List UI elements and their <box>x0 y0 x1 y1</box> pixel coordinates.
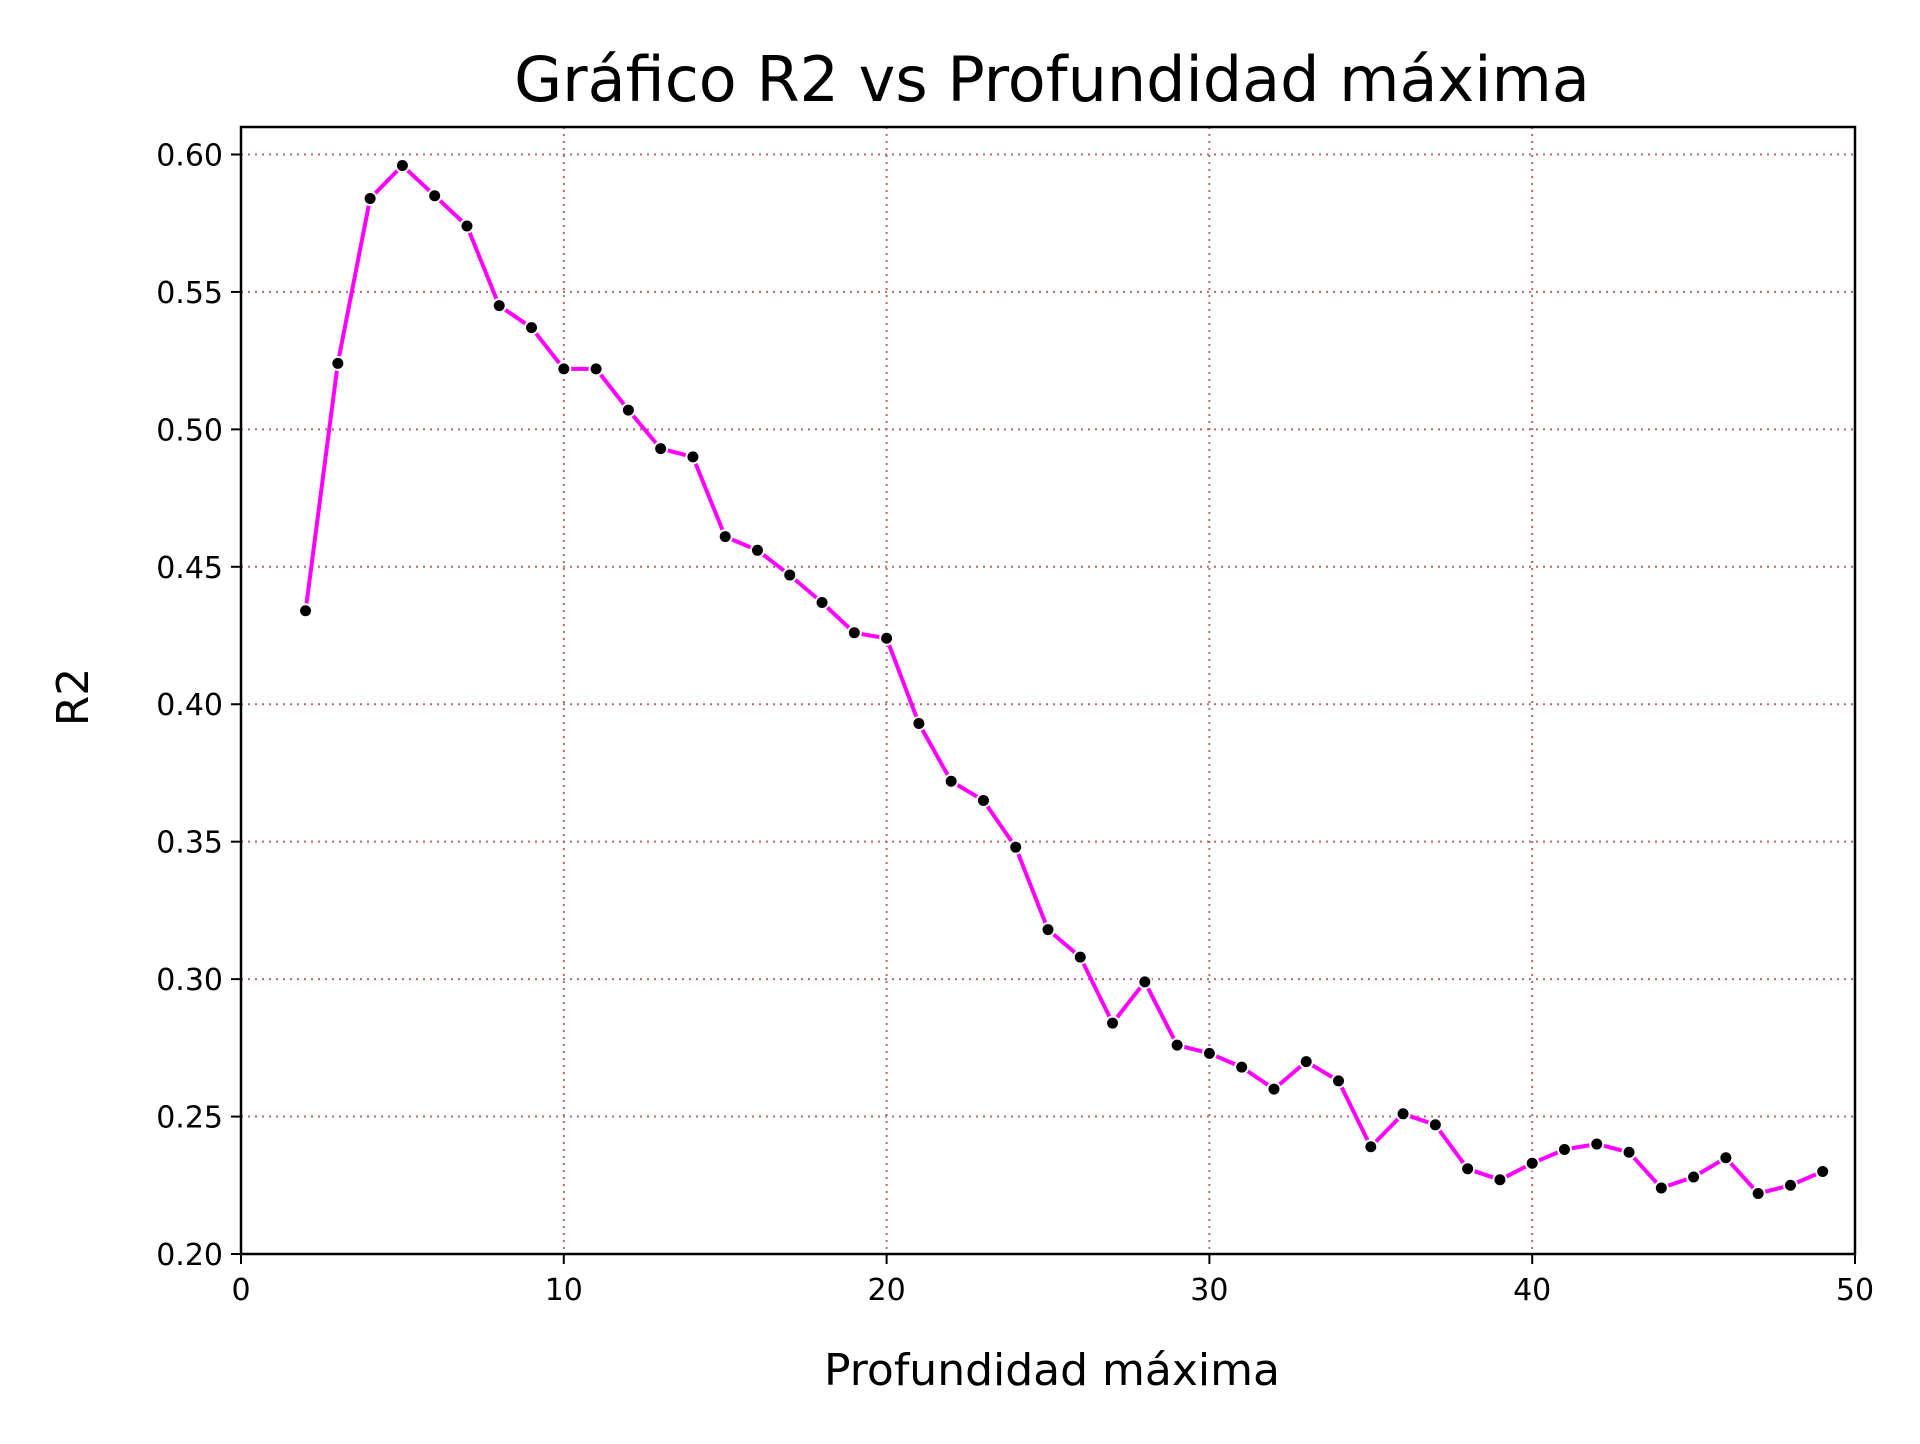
y-tick-label: 0.45 <box>156 551 223 586</box>
data-point <box>1718 1150 1734 1166</box>
data-point <box>1492 1172 1508 1188</box>
data-point <box>846 625 862 641</box>
data-point <box>1040 922 1056 938</box>
y-tick-label: 0.35 <box>156 826 223 861</box>
x-tick-label: 30 <box>1190 1273 1228 1308</box>
data-point <box>782 567 798 583</box>
y-tick-label: 0.55 <box>156 276 223 311</box>
data-point <box>1524 1155 1540 1171</box>
data-point <box>1105 1015 1121 1031</box>
data-point <box>298 603 314 619</box>
data-point <box>717 529 733 545</box>
data-point <box>1072 949 1088 965</box>
data-point <box>1621 1144 1637 1160</box>
data-point <box>1298 1054 1314 1070</box>
x-tick-label: 50 <box>1836 1273 1874 1308</box>
axis-ticks: 0 10 20 30 40 50 0.20 0.25 0.30 0.35 0.40 0.45 0.50 0… <box>156 138 1874 1308</box>
data-point <box>427 188 443 204</box>
data-point <box>1686 1169 1702 1185</box>
y-tick-label: 0.50 <box>156 413 223 448</box>
data-point <box>1782 1177 1798 1193</box>
chart-title: Gráfico R2 vs Profundidad máxima <box>514 43 1590 116</box>
data-point <box>330 355 346 371</box>
data-point <box>749 542 765 558</box>
data-point <box>588 361 604 377</box>
data-point <box>491 298 507 314</box>
data-point <box>362 190 378 206</box>
data-point <box>1556 1142 1572 1158</box>
data-point <box>459 218 475 234</box>
data-point <box>1589 1136 1605 1152</box>
data-point <box>620 402 636 418</box>
plot-frame <box>239 125 1857 1256</box>
y-axis-label: R2 <box>48 668 99 727</box>
data-point <box>911 715 927 731</box>
x-axis-label: Profundidad máxima <box>824 1345 1280 1396</box>
data-point <box>556 361 572 377</box>
y-tick-label: 0.40 <box>156 688 223 723</box>
data-point <box>394 157 410 173</box>
data-point <box>1363 1139 1379 1155</box>
data-point <box>975 792 991 808</box>
data-point <box>1008 839 1024 855</box>
y-tick-label: 0.60 <box>156 138 223 173</box>
data-point <box>1395 1106 1411 1122</box>
x-tick-label: 10 <box>545 1273 583 1308</box>
data-point <box>814 595 830 611</box>
data-point <box>1750 1186 1766 1202</box>
data-point <box>1137 974 1153 990</box>
data-point <box>879 630 895 646</box>
data-point <box>1201 1045 1217 1061</box>
data-point <box>1169 1037 1185 1053</box>
x-tick-label: 20 <box>868 1273 906 1308</box>
data-point <box>1234 1059 1250 1075</box>
data-point <box>1266 1081 1282 1097</box>
data-points <box>298 157 1831 1202</box>
data-point <box>653 441 669 457</box>
data-point <box>943 773 959 789</box>
data-point <box>1653 1180 1669 1196</box>
x-tick-label: 40 <box>1513 1273 1551 1308</box>
data-point <box>1427 1117 1443 1133</box>
data-point <box>1460 1161 1476 1177</box>
y-tick-label: 0.30 <box>156 963 223 998</box>
data-point <box>1815 1164 1831 1180</box>
x-tick-label: 0 <box>231 1273 250 1308</box>
y-tick-label: 0.25 <box>156 1101 223 1136</box>
y-tick-label: 0.20 <box>156 1238 223 1273</box>
data-point <box>524 320 540 336</box>
data-point <box>1331 1073 1347 1089</box>
data-point <box>685 449 701 465</box>
